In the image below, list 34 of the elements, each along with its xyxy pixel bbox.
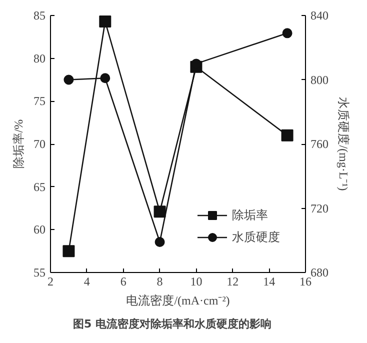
y-axis-title: 除垢率/%	[12, 119, 26, 169]
y-tick-label: 85	[34, 8, 46, 22]
point	[154, 206, 166, 218]
legend-label: 除垢率	[232, 206, 268, 224]
x-tick-label: 16	[300, 274, 312, 288]
y-tick-label: 80	[34, 51, 46, 66]
caption: 图5 电流密度对除垢率和水质硬度的影响	[73, 318, 272, 330]
point	[99, 16, 112, 28]
point	[64, 74, 74, 85]
x-tick-label: 4	[84, 274, 90, 288]
x-tick-label: 12	[226, 274, 239, 288]
legend-label: 水质硬度	[232, 228, 280, 246]
point	[282, 28, 292, 38]
y-tick-label: 60	[34, 222, 46, 237]
point	[100, 73, 110, 84]
x-tick-label: 2	[48, 274, 54, 288]
y2-axis-title: 水质硬度/(mg·L⁻¹)	[336, 97, 350, 191]
y-tick-label: 75	[34, 94, 46, 108]
x-tick-label: 14	[263, 274, 276, 288]
point	[281, 129, 294, 142]
x-tick-label: 10	[190, 274, 202, 288]
x-tick-label: 6	[120, 274, 126, 288]
point	[62, 245, 75, 258]
y2-tick-label: 720	[310, 201, 328, 216]
point	[154, 236, 165, 247]
y2-tick-label: 840	[310, 8, 328, 22]
y2-tick-label: 760	[310, 137, 328, 151]
y-tick-label: 65	[34, 180, 46, 194]
y2-tick-label: 680	[310, 266, 328, 280]
y-tick-label: 55	[34, 266, 46, 280]
y2-tick-label: 800	[310, 72, 328, 87]
y-tick-label: 70	[34, 137, 46, 151]
x-axis-title: 电流密度/(mA·cm⁻²)	[126, 294, 230, 308]
x-tick-label: 8	[156, 274, 163, 288]
